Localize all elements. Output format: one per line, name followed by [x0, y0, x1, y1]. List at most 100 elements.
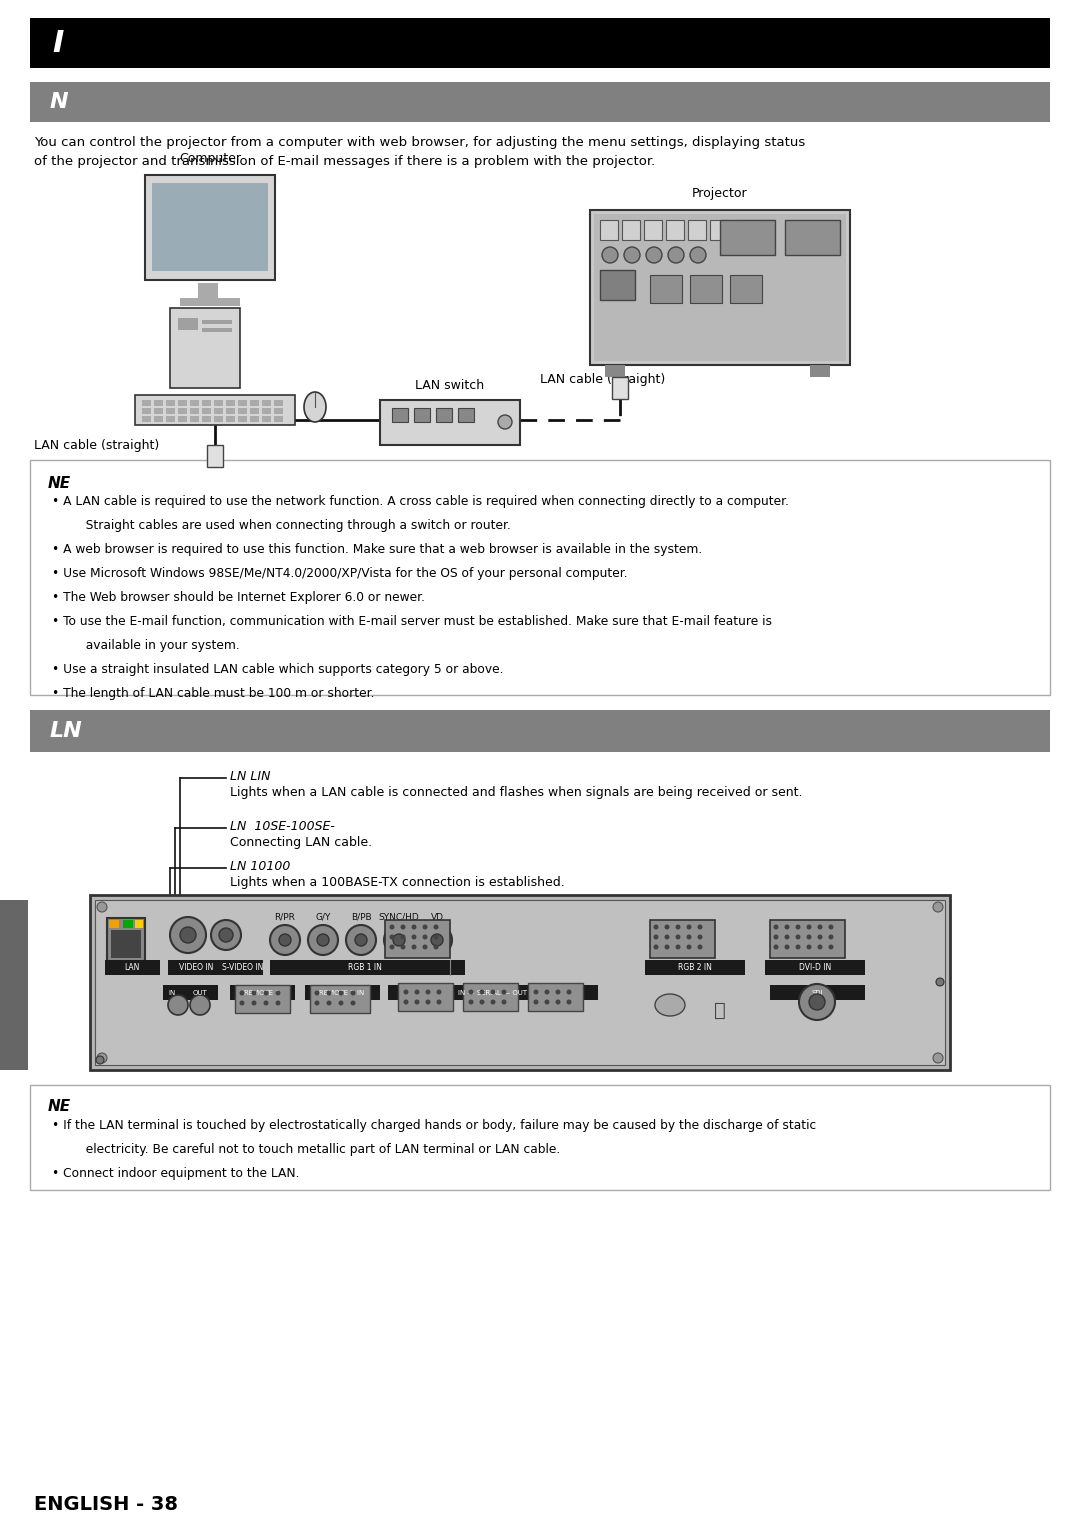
- Circle shape: [687, 935, 691, 939]
- Text: G/Y: G/Y: [315, 913, 330, 922]
- Circle shape: [96, 1057, 104, 1064]
- Bar: [226, 415, 235, 421]
- Circle shape: [97, 902, 107, 912]
- Circle shape: [411, 945, 417, 950]
- Circle shape: [653, 935, 659, 939]
- Circle shape: [807, 935, 811, 939]
- Circle shape: [498, 415, 512, 429]
- Circle shape: [252, 1000, 257, 1005]
- Bar: [180, 298, 240, 305]
- Bar: [95, 899, 945, 1064]
- Text: Computer: Computer: [179, 153, 241, 165]
- Bar: [166, 408, 175, 414]
- Bar: [170, 308, 240, 388]
- Bar: [645, 960, 745, 976]
- Circle shape: [240, 991, 244, 996]
- Bar: [198, 282, 218, 298]
- Circle shape: [567, 1000, 571, 1005]
- Bar: [202, 415, 211, 421]
- Circle shape: [415, 1000, 419, 1005]
- Text: LN LIN: LN LIN: [230, 770, 270, 783]
- Text: Lights when a LAN cable is connected and flashes when signals are being received: Lights when a LAN cable is connected and…: [230, 786, 802, 799]
- Circle shape: [490, 989, 496, 994]
- Bar: [785, 220, 840, 255]
- Bar: [141, 415, 151, 421]
- Bar: [528, 983, 583, 1011]
- Text: DVI-D IN: DVI-D IN: [799, 964, 832, 973]
- Bar: [226, 408, 235, 414]
- Circle shape: [97, 1054, 107, 1063]
- Text: OUT: OUT: [193, 989, 207, 996]
- Bar: [262, 415, 271, 421]
- Circle shape: [351, 1000, 355, 1005]
- Bar: [178, 400, 187, 406]
- Circle shape: [544, 1000, 550, 1005]
- Circle shape: [807, 945, 811, 950]
- Circle shape: [180, 927, 195, 944]
- Circle shape: [490, 1000, 496, 1005]
- Bar: [688, 220, 706, 240]
- Circle shape: [669, 247, 684, 263]
- Bar: [145, 176, 275, 279]
- Bar: [590, 211, 850, 365]
- Bar: [202, 321, 232, 324]
- Bar: [600, 220, 618, 240]
- Bar: [249, 408, 259, 414]
- Ellipse shape: [303, 392, 326, 421]
- Bar: [30, 18, 1050, 69]
- Circle shape: [687, 924, 691, 930]
- Circle shape: [675, 924, 680, 930]
- Text: SYNC/HD: SYNC/HD: [379, 913, 419, 922]
- Bar: [249, 400, 259, 406]
- Circle shape: [799, 983, 835, 1020]
- Text: • A web browser is required to use this function. Make sure that a web browser i: • A web browser is required to use this …: [52, 544, 702, 556]
- Circle shape: [480, 989, 485, 994]
- Circle shape: [426, 1000, 431, 1005]
- Bar: [392, 408, 408, 421]
- Circle shape: [401, 935, 405, 939]
- Text: IN — SERIAL — OUT: IN — SERIAL — OUT: [458, 989, 527, 996]
- Circle shape: [469, 1000, 473, 1005]
- Circle shape: [390, 924, 394, 930]
- Circle shape: [480, 1000, 485, 1005]
- Circle shape: [252, 991, 257, 996]
- Text: Straight cables are used when connecting through a switch or router.: Straight cables are used when connecting…: [78, 519, 511, 531]
- Circle shape: [534, 1000, 539, 1005]
- Text: REMOTE 1: REMOTE 1: [244, 989, 280, 996]
- Circle shape: [422, 935, 428, 939]
- Text: ⚿: ⚿: [714, 1000, 726, 1020]
- Circle shape: [415, 989, 419, 994]
- Text: RGB 2 IN: RGB 2 IN: [678, 964, 712, 973]
- Bar: [235, 985, 291, 1012]
- Circle shape: [170, 918, 206, 953]
- Bar: [207, 444, 222, 467]
- Bar: [436, 408, 453, 421]
- Bar: [274, 400, 283, 406]
- Circle shape: [426, 989, 431, 994]
- Circle shape: [624, 247, 640, 263]
- Circle shape: [784, 945, 789, 950]
- Text: REMOTE 2 IN: REMOTE 2 IN: [320, 989, 365, 996]
- Bar: [644, 220, 662, 240]
- Text: LAN switch: LAN switch: [416, 379, 485, 392]
- Bar: [226, 400, 235, 406]
- Bar: [380, 400, 519, 444]
- Text: Connecting LAN cable.: Connecting LAN cable.: [230, 835, 373, 849]
- Circle shape: [664, 945, 670, 950]
- Circle shape: [393, 935, 405, 947]
- Bar: [458, 408, 474, 421]
- Circle shape: [544, 989, 550, 994]
- Circle shape: [351, 991, 355, 996]
- Text: • Use Microsoft Windows 98SE/Me/NT4.0/2000/XP/Vista for the OS of your personal : • Use Microsoft Windows 98SE/Me/NT4.0/20…: [52, 567, 627, 580]
- Bar: [399, 983, 453, 1011]
- Circle shape: [338, 1000, 343, 1005]
- Text: LN 10100: LN 10100: [230, 860, 291, 873]
- Circle shape: [469, 989, 473, 994]
- Circle shape: [264, 1000, 269, 1005]
- Circle shape: [355, 935, 367, 947]
- Text: electricity. Be careful not to touch metallic part of LAN terminal or LAN cable.: electricity. Be careful not to touch met…: [78, 1144, 561, 1156]
- Circle shape: [275, 1000, 281, 1005]
- Circle shape: [390, 945, 394, 950]
- Circle shape: [818, 924, 823, 930]
- Circle shape: [796, 924, 800, 930]
